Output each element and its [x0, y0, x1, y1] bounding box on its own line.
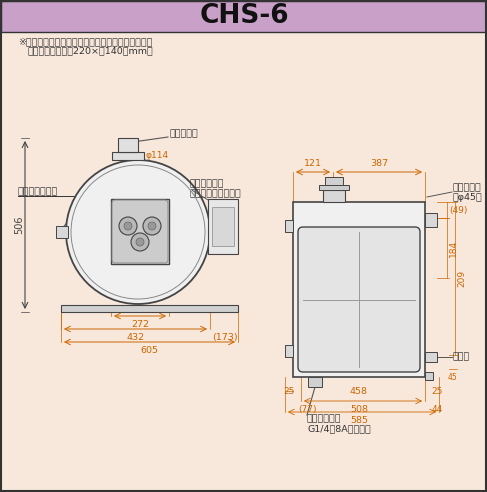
- Text: ふろ循環口: ふろ循環口: [453, 184, 482, 192]
- Circle shape: [136, 238, 144, 246]
- Text: 387: 387: [370, 159, 388, 168]
- Text: (49): (49): [449, 206, 468, 215]
- Text: 空だき防止装置: 空だき防止装置: [18, 187, 58, 196]
- Bar: [111, 199, 169, 264]
- Text: 209: 209: [457, 270, 466, 287]
- Bar: [293, 202, 425, 377]
- Bar: [208, 199, 238, 254]
- Text: 506: 506: [14, 216, 24, 234]
- Bar: [118, 138, 138, 152]
- Text: 272: 272: [131, 320, 149, 329]
- Bar: [285, 220, 293, 232]
- Text: 25: 25: [431, 387, 443, 396]
- Text: 排水栓: 排水栓: [453, 352, 470, 362]
- Text: CHS-6: CHS-6: [199, 3, 289, 29]
- Text: 432: 432: [127, 333, 145, 342]
- Bar: [425, 352, 437, 362]
- Circle shape: [124, 222, 132, 230]
- Text: 焪口開口寸法／幅220×高140（mm）: 焪口開口寸法／幅220×高140（mm）: [28, 47, 154, 56]
- Circle shape: [148, 222, 156, 230]
- FancyBboxPatch shape: [298, 227, 420, 372]
- Text: 過熱防止装置: 過熱防止装置: [190, 180, 225, 188]
- Text: (173): (173): [212, 333, 238, 342]
- Text: 184: 184: [449, 240, 458, 256]
- Text: 送油管接続口: 送油管接続口: [307, 414, 341, 424]
- Bar: [56, 226, 68, 238]
- Text: 通風調節器: 通風調節器: [170, 129, 199, 139]
- Text: 458: 458: [350, 387, 368, 396]
- Bar: [323, 190, 345, 202]
- Text: 508: 508: [350, 405, 368, 414]
- Bar: [1, 1, 486, 32]
- Text: G1/4（8Aオネジ）: G1/4（8Aオネジ）: [307, 425, 371, 433]
- Circle shape: [143, 217, 161, 235]
- Bar: [285, 345, 293, 357]
- Bar: [425, 372, 433, 380]
- Text: 121: 121: [304, 159, 322, 168]
- Bar: [325, 177, 343, 185]
- Bar: [319, 185, 349, 190]
- Text: ※バーナー取付け左右可能。（左・右キャップ付）: ※バーナー取付け左右可能。（左・右キャップ付）: [18, 37, 152, 47]
- Text: 585: 585: [350, 416, 368, 425]
- Bar: [61, 305, 238, 312]
- Circle shape: [119, 217, 137, 235]
- Bar: [112, 152, 144, 160]
- Text: 44: 44: [431, 405, 443, 414]
- Text: 25: 25: [283, 387, 295, 396]
- FancyBboxPatch shape: [112, 200, 168, 263]
- Bar: [212, 207, 234, 246]
- Circle shape: [131, 233, 149, 251]
- Text: （背面カバー内部）: （背面カバー内部）: [190, 189, 242, 198]
- Text: 605: 605: [141, 346, 158, 355]
- Text: (77): (77): [298, 405, 317, 414]
- Bar: [425, 213, 437, 227]
- Text: （φ45）: （φ45）: [453, 193, 483, 203]
- Circle shape: [66, 160, 210, 304]
- Bar: [308, 377, 322, 387]
- Text: φ114: φ114: [146, 152, 169, 160]
- Text: 45: 45: [447, 373, 457, 382]
